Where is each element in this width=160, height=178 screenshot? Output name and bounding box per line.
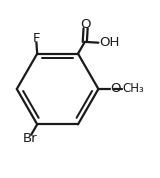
Text: OH: OH — [99, 36, 119, 49]
Text: O: O — [111, 82, 121, 96]
Text: CH₃: CH₃ — [123, 82, 144, 96]
Text: F: F — [33, 32, 40, 45]
Text: O: O — [80, 18, 91, 31]
Text: Br: Br — [23, 132, 38, 145]
